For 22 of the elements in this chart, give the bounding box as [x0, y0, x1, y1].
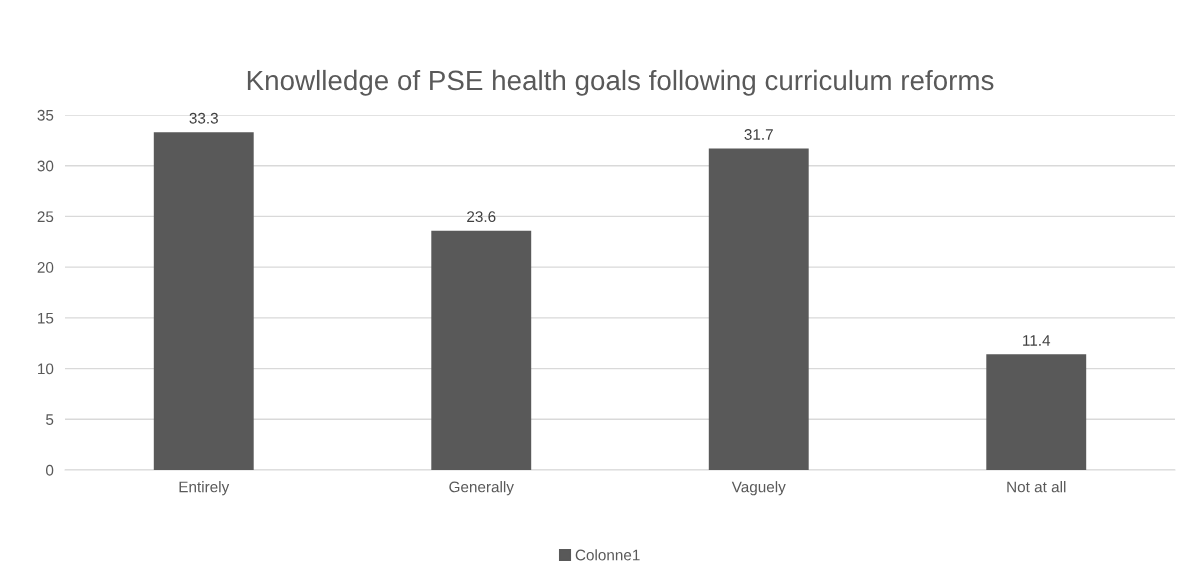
data-label: 23.6 — [467, 211, 496, 223]
data-label: 11.4 — [1023, 335, 1051, 346]
x-tick-label: Vaguely — [731, 481, 786, 496]
chart-title: Knowlledge of PSE health goals following curriculum reforms — [247, 69, 994, 96]
x-tick-label: Generally — [449, 481, 514, 496]
data-label: 33.3 — [189, 112, 218, 124]
data-label: 31.7 — [744, 129, 773, 140]
legend-label: Colonne1 — [575, 549, 640, 561]
bar — [986, 354, 1087, 470]
y-tick-label: 10 — [38, 363, 54, 375]
y-tick-label: 15 — [38, 312, 54, 324]
y-tick-label: 35 — [37, 109, 54, 121]
y-tick-label: 25 — [37, 211, 54, 223]
y-tick-label: 0 — [45, 464, 54, 476]
bar — [708, 148, 809, 470]
x-tick-label: Entirely — [179, 481, 230, 496]
y-tick-label: 30 — [37, 160, 54, 172]
y-tick-label: 5 — [46, 414, 54, 425]
bar — [153, 132, 254, 470]
y-tick-label: 20 — [37, 262, 54, 273]
x-tick-label: Not at all — [1007, 481, 1066, 493]
bar — [431, 230, 532, 470]
